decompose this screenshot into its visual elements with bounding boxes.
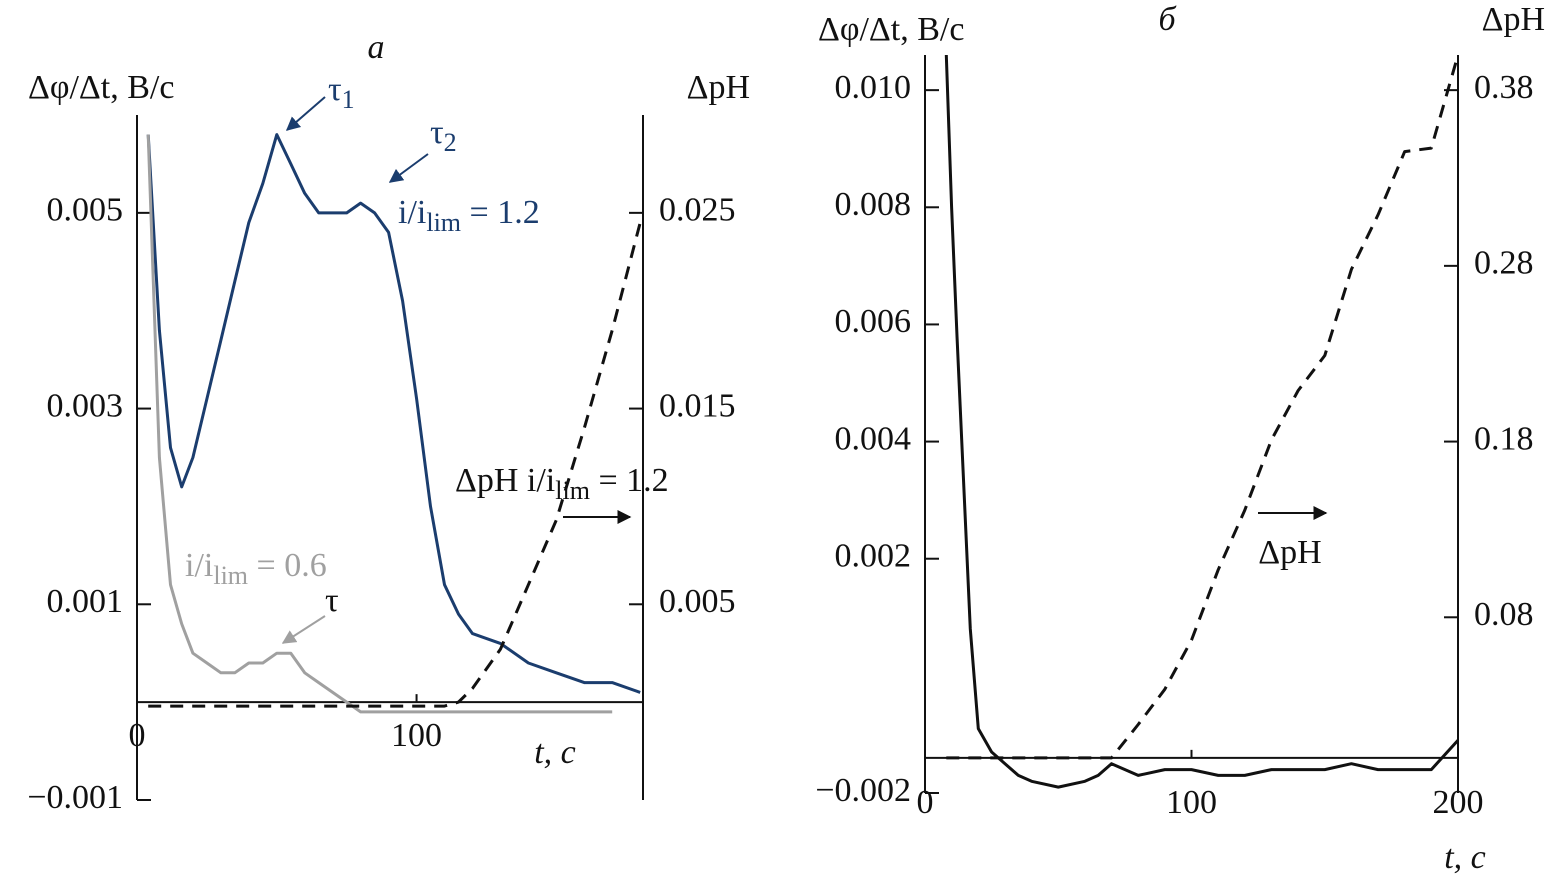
y2-tick-label: 0.18 bbox=[1474, 420, 1534, 457]
panel-label: а bbox=[368, 29, 385, 66]
y-tick-label: 0.008 bbox=[835, 186, 912, 223]
annotation: τ2 bbox=[430, 114, 457, 157]
annotation-part: ΔpH i/i bbox=[455, 462, 555, 499]
x-tick-label: 0 bbox=[917, 784, 934, 821]
annotation-subscript: 1 bbox=[342, 85, 355, 114]
y2-axis-label: ΔpH bbox=[687, 69, 750, 106]
arrow bbox=[285, 96, 326, 131]
data-line bbox=[946, 54, 1460, 760]
annotation-part: τ bbox=[328, 71, 342, 108]
y-axis-label: Δφ/Δt, В/с bbox=[28, 69, 174, 106]
arrow bbox=[281, 615, 326, 644]
y-tick-label: 0.010 bbox=[835, 69, 912, 106]
y-tick-label: 0.005 bbox=[47, 192, 124, 229]
data-line bbox=[146, 133, 641, 694]
annotation: τ bbox=[325, 582, 339, 619]
y-tick-label: 0.003 bbox=[47, 387, 124, 424]
arrow bbox=[388, 153, 429, 183]
annotation-part: = 0.6 bbox=[248, 547, 327, 584]
annotation: i/ilim = 1.2 bbox=[398, 194, 540, 237]
y2-tick-label: 0.08 bbox=[1474, 596, 1534, 633]
annotation-part: = 1.2 bbox=[461, 194, 540, 231]
x-tick-label: 100 bbox=[1166, 784, 1217, 821]
y2-axis-label: ΔpH bbox=[1482, 1, 1545, 38]
annotation-subscript: lim bbox=[213, 561, 248, 590]
y2-tick-label: 0.38 bbox=[1474, 69, 1534, 106]
y-tick-label: 0.001 bbox=[47, 583, 124, 620]
annotation: ΔpH bbox=[1258, 534, 1321, 571]
annotation-part: τ bbox=[430, 114, 444, 151]
y2-tick-label: 0.28 bbox=[1474, 245, 1534, 282]
y-tick-label: −0.001 bbox=[27, 779, 123, 816]
annotation: i/ilim = 0.6 bbox=[185, 547, 327, 590]
y2-tick-label: 0.015 bbox=[659, 387, 736, 424]
y-tick-label: 0.006 bbox=[835, 303, 912, 340]
x-tick-label: 100 bbox=[391, 717, 442, 754]
x-axis-label: t, с bbox=[1444, 839, 1486, 876]
x-tick-label: 200 bbox=[1433, 784, 1484, 821]
y-tick-label: 0.002 bbox=[835, 538, 912, 575]
y2-tick-label: 0.005 bbox=[659, 583, 736, 620]
annotation: τ1 bbox=[328, 71, 355, 114]
annotation-subscript: 2 bbox=[444, 128, 457, 157]
data-line bbox=[146, 134, 613, 714]
annotation-part: ΔpH bbox=[1258, 534, 1321, 571]
y2-tick-label: 0.025 bbox=[659, 192, 736, 229]
annotation-part: τ bbox=[325, 582, 339, 619]
annotation-part: i/i bbox=[185, 547, 213, 584]
x-axis-label: t, с bbox=[534, 734, 576, 771]
data-line bbox=[148, 222, 642, 708]
annotation-part: = 1.2 bbox=[590, 462, 669, 499]
y-tick-label: −0.002 bbox=[815, 772, 911, 809]
annotation: ΔpH i/ilim = 1.2 bbox=[455, 462, 669, 505]
annotation-subscript: lim bbox=[555, 476, 590, 505]
annotation-part: i/i bbox=[398, 194, 426, 231]
y-tick-label: 0.004 bbox=[835, 420, 912, 457]
y-axis-label: Δφ/Δt, В/с bbox=[818, 11, 964, 48]
panel-label: б bbox=[1158, 1, 1177, 38]
data-line bbox=[944, 54, 1460, 789]
x-tick-label: 0 bbox=[129, 717, 146, 754]
annotation-subscript: lim bbox=[426, 208, 461, 237]
